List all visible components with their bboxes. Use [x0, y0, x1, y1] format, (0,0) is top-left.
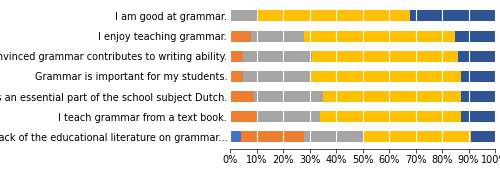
Bar — [243, 71, 310, 82]
Bar — [323, 91, 460, 102]
Bar — [455, 31, 495, 42]
Bar — [230, 11, 256, 22]
Bar — [230, 131, 240, 142]
Bar — [312, 51, 458, 62]
Bar — [256, 11, 410, 22]
Bar — [304, 31, 455, 42]
Bar — [471, 131, 495, 142]
Bar — [304, 131, 362, 142]
Bar — [230, 111, 256, 122]
Bar — [243, 51, 312, 62]
Bar — [320, 111, 460, 122]
Bar — [230, 91, 254, 102]
Bar — [230, 51, 243, 62]
Bar — [460, 111, 495, 122]
Bar — [251, 31, 304, 42]
Bar — [310, 71, 460, 82]
Bar — [256, 111, 320, 122]
Bar — [460, 71, 495, 82]
Bar — [240, 131, 304, 142]
Bar — [410, 11, 495, 22]
Bar — [362, 131, 471, 142]
Bar — [230, 71, 243, 82]
Bar — [460, 91, 495, 102]
Bar — [458, 51, 495, 62]
Bar — [230, 31, 251, 42]
Bar — [254, 91, 323, 102]
